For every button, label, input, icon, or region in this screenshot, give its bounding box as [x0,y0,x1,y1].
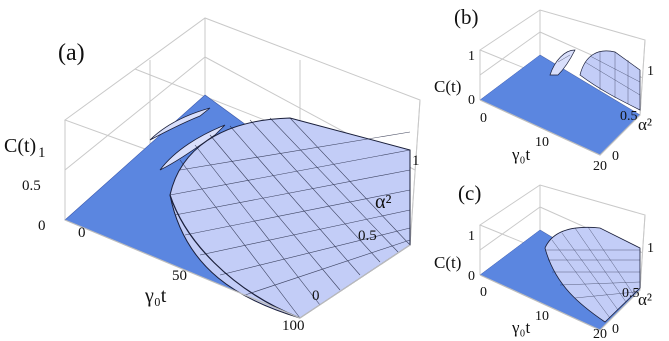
x-axis-label-a: γ₀t [144,285,167,307]
panel-label-b: (b) [454,5,479,29]
z-axis-label-a: C(t) [4,135,36,157]
z-tick-a-2: 0.5 [22,178,41,194]
x-tick-b-1: 0 [480,111,487,126]
z-axis-label-b: C(t) [434,77,461,96]
y-axis-label-b: α² [638,115,652,134]
panel-label-a: (a) [58,40,85,66]
surface-mesh-b [557,52,641,104]
x-axis-label-c: γ₀t [511,318,530,337]
surface-plot-c: (c) C(t) 1 0 0 10 20 γ₀t 0 0.5 1 α² [434,181,654,341]
coherence-surface-a [149,107,411,319]
y-axis-label-c: α² [638,290,652,309]
z-tick-c-1: 1 [468,229,475,244]
z-tick-b-1: 1 [468,49,475,64]
surface-mesh-a [169,117,411,319]
surface-plot-a: (a) C(t) 1 0.5 0 0 50 100 γ₀t 0 0.5 1 α² [4,17,421,334]
z-axis-label-c: C(t) [434,253,461,272]
y-tick-a-2: 0.5 [358,228,377,244]
coherence-surface-c [544,226,641,323]
panel-a: (a) C(t) 1 0.5 0 0 50 100 γ₀t 0 0.5 1 α² [4,17,421,334]
y-tick-c-1: 0 [612,322,619,337]
x-tick-c-1: 0 [480,285,487,300]
x-tick-b-3: 20 [593,159,607,174]
panel-label-c: (c) [458,181,481,205]
surface-mesh-c [546,226,641,319]
panel-c: (c) C(t) 1 0 0 10 20 γ₀t 0 0.5 1 α² [434,170,669,341]
z-tick-a-3: 0 [38,218,46,234]
y-tick-b-3: 1 [647,64,654,79]
z-tick-b-2: 0 [468,93,475,108]
x-tick-c-3: 20 [593,327,607,341]
coherence-surface-b [549,49,641,111]
z-tick-a-1: 1 [38,145,46,161]
y-tick-b-1: 0 [612,149,619,164]
z-tick-c-2: 0 [468,269,475,284]
x-tick-a-3: 100 [282,318,305,334]
surface-plot-b: (b) C(t) 1 0 0 10 20 γ₀t 0 0.5 1 α² [434,5,654,174]
y-tick-c-2: 0.5 [622,286,640,301]
x-tick-b-2: 10 [535,135,549,150]
x-axis-label-b: γ₀t [511,145,530,164]
x-tick-a-2: 50 [172,268,187,284]
x-tick-c-2: 10 [535,309,549,324]
panel-b: (b) C(t) 1 0 0 10 20 γ₀t 0 0.5 1 α² [434,0,669,175]
y-tick-a-1: 0 [312,288,320,304]
y-tick-c-3: 1 [647,241,654,256]
y-tick-b-2: 0.5 [620,109,638,124]
y-axis-label-a: α² [375,191,391,213]
x-tick-a-1: 0 [78,225,86,241]
y-tick-a-3: 1 [412,153,420,169]
